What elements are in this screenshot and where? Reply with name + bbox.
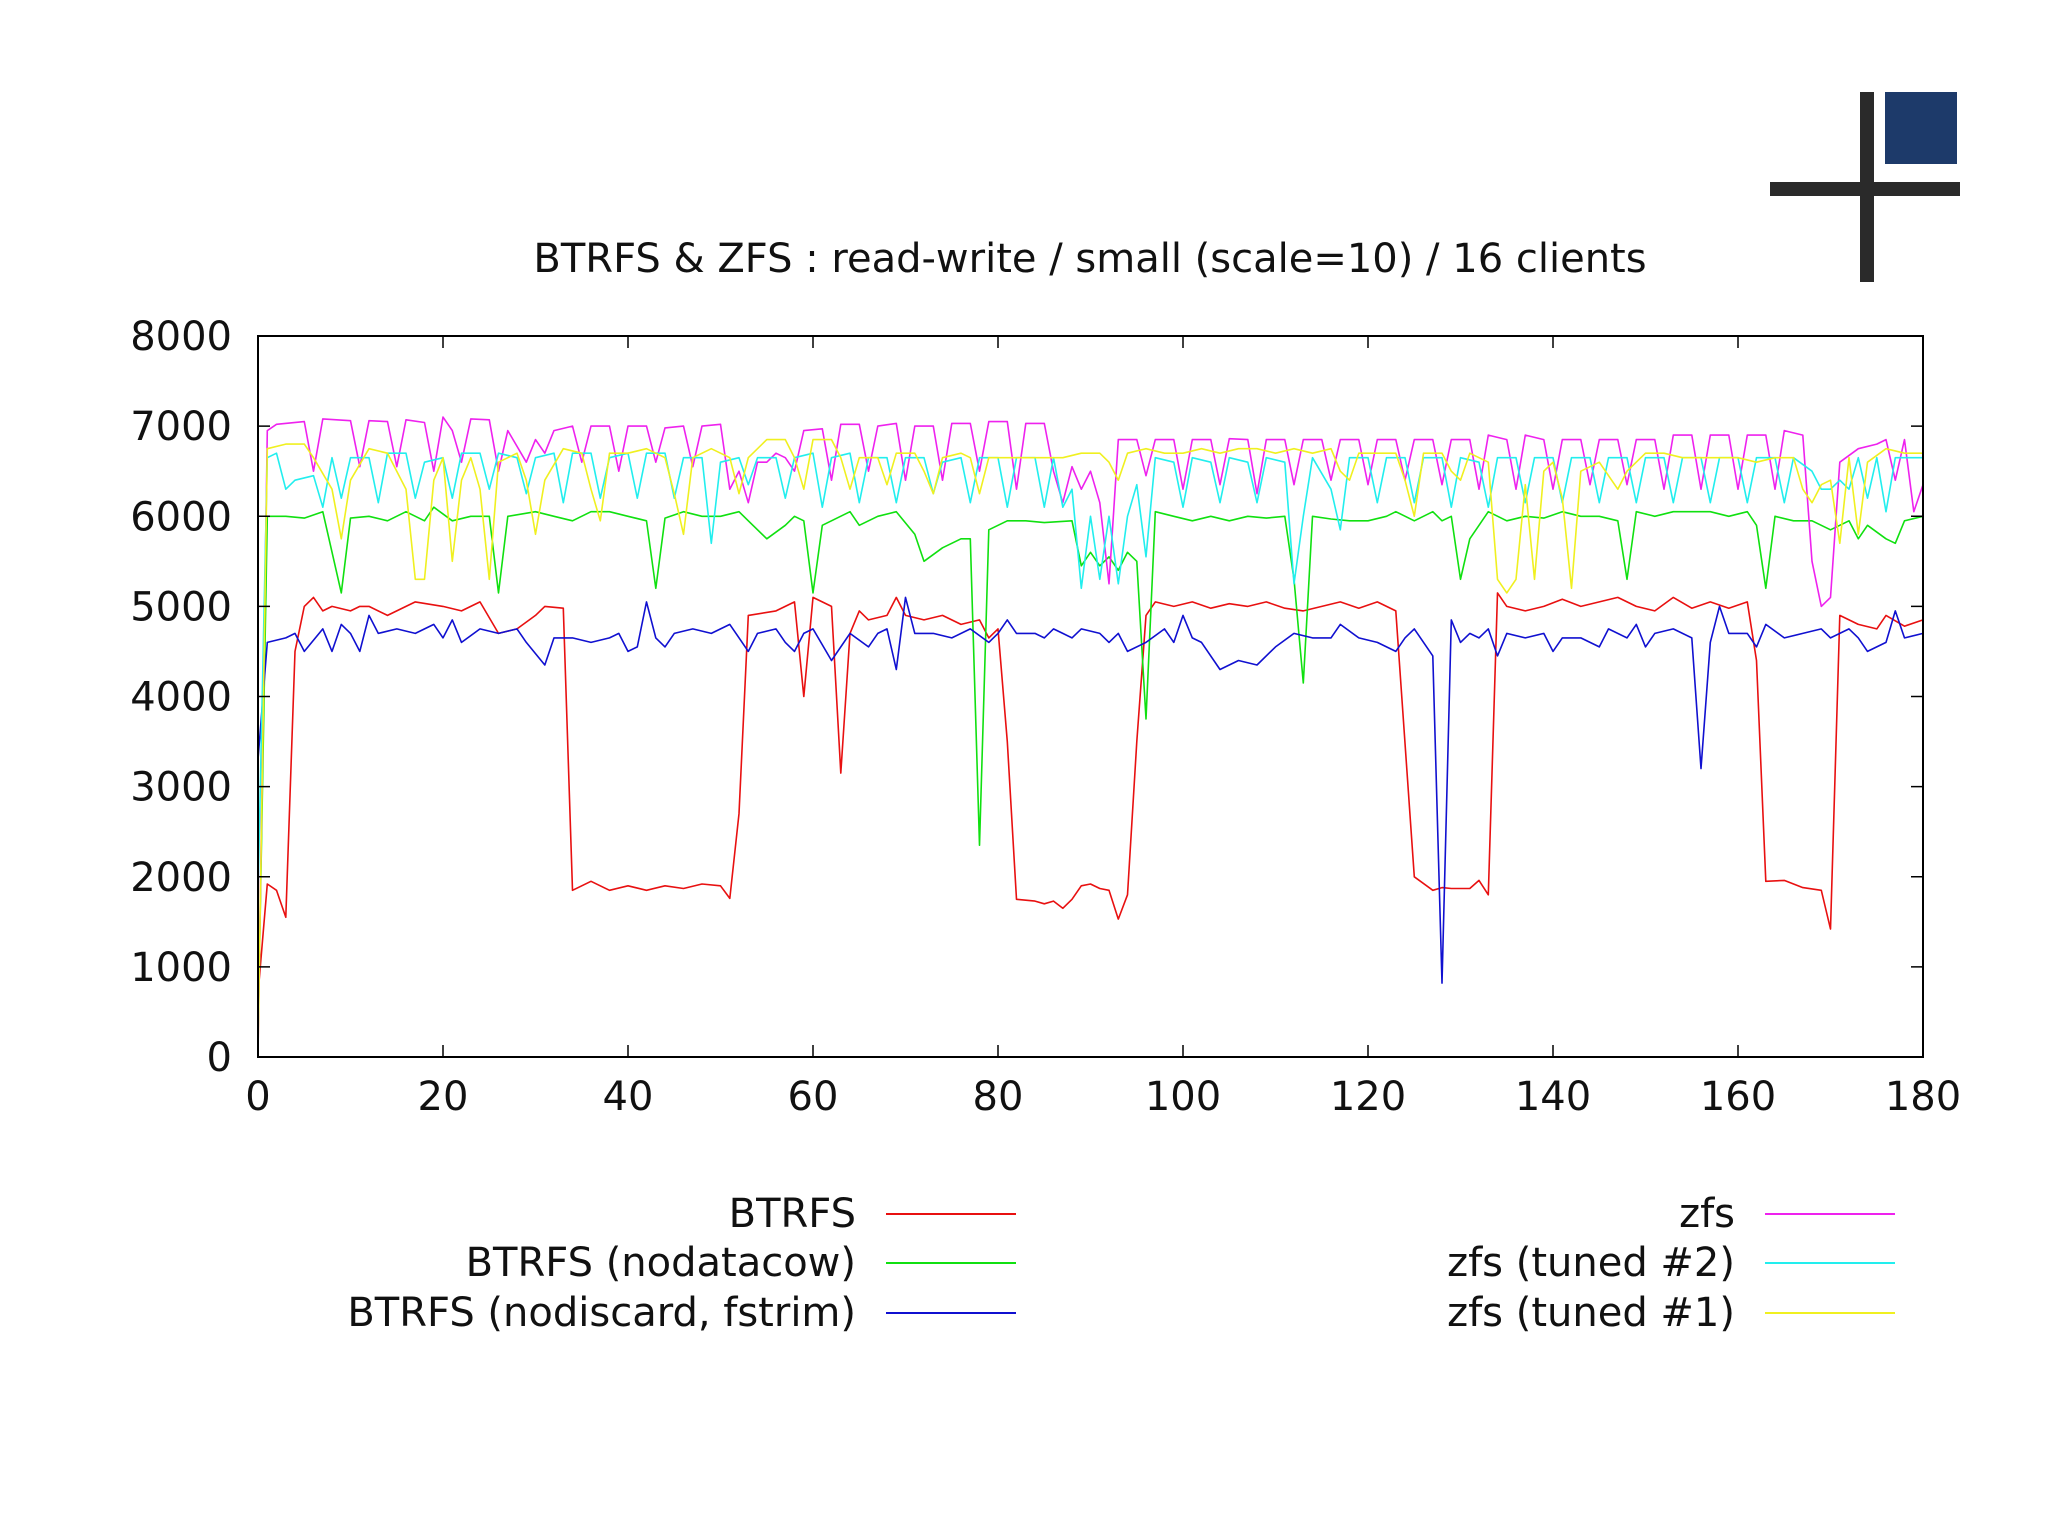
x-tick-label: 20	[418, 1074, 469, 1120]
y-tick-label: 4000	[130, 675, 232, 721]
y-tick-label: 3000	[130, 765, 232, 811]
series-line-4	[257, 416, 1924, 1053]
x-tick-label: 0	[245, 1074, 270, 1120]
x-tick-label: 100	[1145, 1074, 1221, 1120]
y-tick-label: 6000	[130, 494, 232, 540]
legend-label: zfs (tuned #2)	[1447, 1240, 1735, 1286]
y-tick-label: 2000	[130, 855, 232, 901]
logo-horizontal-bar	[1770, 182, 1960, 196]
axis-ticks: 0 20 40 60 80 100 120 140 160 180 0 1000 2000 3000 400…	[130, 314, 1961, 1120]
legend-label: BTRFS (nodiscard, fstrim)	[347, 1290, 856, 1336]
legend-label: BTRFS (nodatacow)	[466, 1240, 856, 1286]
logo-square	[1885, 92, 1957, 164]
plot-frame	[257, 335, 1924, 1058]
series-layer	[257, 416, 1924, 1053]
x-tick-label: 140	[1515, 1074, 1591, 1120]
x-tick-label: 80	[973, 1074, 1024, 1120]
chart-title: BTRFS & ZFS : read-write / small (scale=…	[533, 236, 1646, 282]
series-line-3	[257, 596, 1924, 984]
legend-label: zfs	[1679, 1191, 1735, 1237]
series-line-1	[257, 592, 1924, 994]
series-line-5	[257, 452, 1923, 895]
y-tick-label: 7000	[130, 404, 232, 450]
series-line-2	[257, 506, 1924, 1040]
x-tick-label: 180	[1885, 1074, 1961, 1120]
x-tick-label: 40	[603, 1074, 654, 1120]
corporate-cross-logo-icon	[1770, 92, 1960, 282]
y-tick-label: 0	[207, 1035, 232, 1081]
x-tick-label: 120	[1330, 1074, 1406, 1120]
x-tick-label: 160	[1700, 1074, 1776, 1120]
y-tick-label: 8000	[130, 314, 232, 360]
series-line-6	[257, 438, 1923, 1053]
y-tick-label: 5000	[130, 584, 232, 630]
y-tick-label: 1000	[130, 945, 232, 991]
legend-label: zfs (tuned #1)	[1447, 1290, 1735, 1336]
legend-label: BTRFS	[729, 1191, 856, 1237]
x-tick-label: 60	[788, 1074, 839, 1120]
